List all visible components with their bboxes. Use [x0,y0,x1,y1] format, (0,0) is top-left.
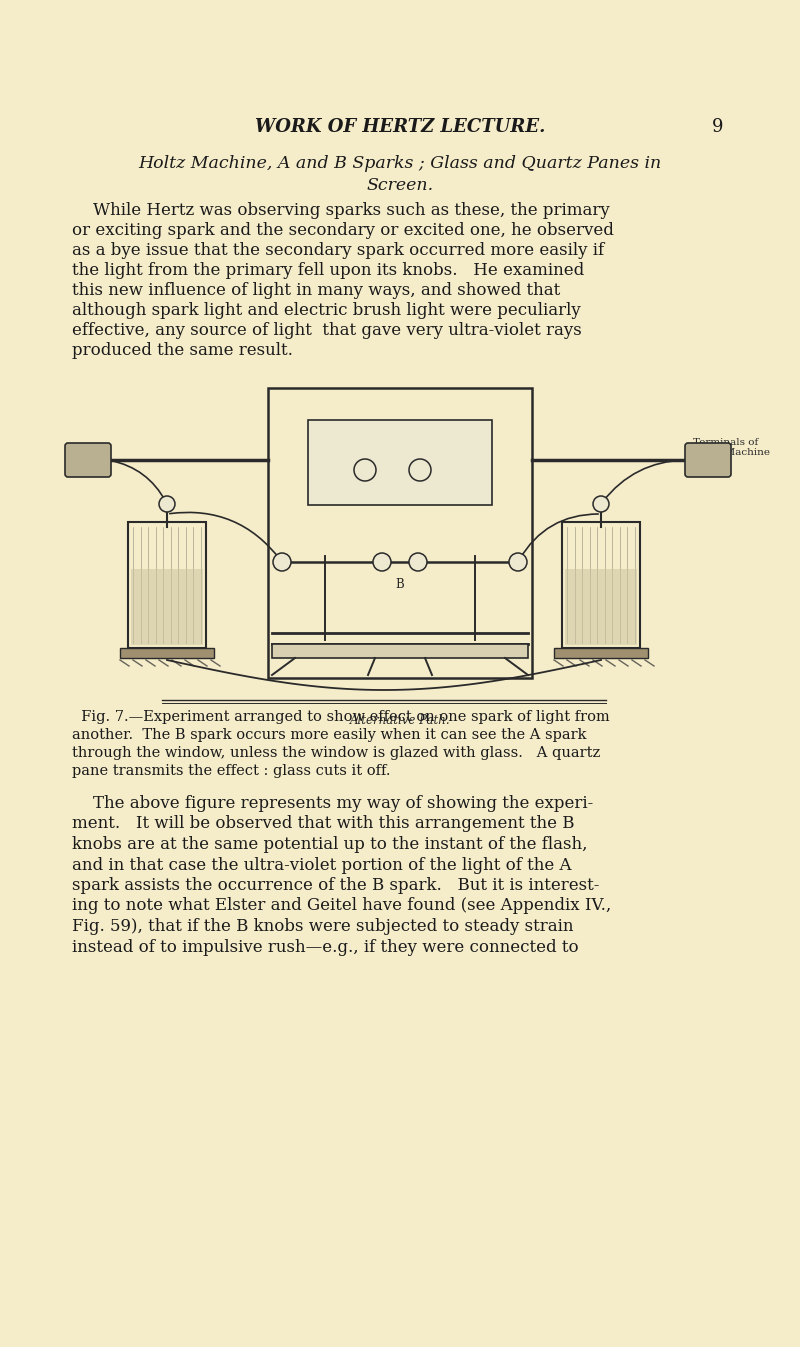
Bar [128,523,206,648]
Circle shape [409,459,431,481]
Text: spark assists the occurrence of the B spark.   But it is interest-: spark assists the occurrence of the B sp… [72,877,599,894]
Circle shape [373,554,391,571]
Circle shape [509,554,527,571]
Text: through the window, unless the window is glazed with glass.   A quartz: through the window, unless the window is… [72,746,600,760]
Text: Screen.: Screen. [366,176,434,194]
Text: as a bye issue that the secondary spark occurred more easily if: as a bye issue that the secondary spark … [72,242,604,259]
Text: although spark light and electric brush light were peculiarly: although spark light and electric brush … [72,302,581,319]
Circle shape [354,459,376,481]
Text: this new influence of light in many ways, and showed that: this new influence of light in many ways… [72,282,560,299]
Text: WORK OF HERTZ LECTURE.: WORK OF HERTZ LECTURE. [255,119,545,136]
Bar [562,523,640,648]
Bar [268,388,532,678]
Bar [120,648,214,657]
Text: pane transmits the effect : glass cuts it off.: pane transmits the effect : glass cuts i… [72,764,390,779]
Text: instead of to impulsive rush—e.g., if they were connected to: instead of to impulsive rush—e.g., if th… [72,939,578,955]
Circle shape [593,496,609,512]
Bar [308,420,492,505]
Bar [554,648,648,657]
Text: 9: 9 [712,119,724,136]
Text: Terminals of
Holtz Machine: Terminals of Holtz Machine [693,438,770,458]
Text: and in that case the ultra-violet portion of the light of the A: and in that case the ultra-violet portio… [72,857,571,873]
Circle shape [159,496,175,512]
Text: effective, any source of light  that gave very ultra-violet rays: effective, any source of light that gave… [72,322,582,339]
Bar [565,568,637,645]
Circle shape [273,554,291,571]
Text: A: A [378,455,386,465]
Text: ing to note what Elster and Geitel have found (see Appendix IV.,: ing to note what Elster and Geitel have … [72,897,611,915]
Bar [131,568,203,645]
Text: produced the same result.: produced the same result. [72,342,293,360]
Text: knobs are at the same potential up to the instant of the flash,: knobs are at the same potential up to th… [72,836,587,853]
Text: The above figure represents my way of showing the experi-: The above figure represents my way of sh… [72,795,594,812]
FancyBboxPatch shape [685,443,731,477]
Circle shape [409,554,427,571]
Text: ment.   It will be observed that with this arrangement the B: ment. It will be observed that with this… [72,815,574,832]
Text: Alternative Path.: Alternative Path. [350,714,450,727]
Text: B: B [396,578,404,591]
Text: the light from the primary fell upon its knobs.   He examined: the light from the primary fell upon its… [72,263,584,279]
Text: Fig. 59), that if the B knobs were subjected to steady strain: Fig. 59), that if the B knobs were subje… [72,919,574,935]
Text: Fig. 7.—Experiment arranged to show effect on one spark of light from: Fig. 7.—Experiment arranged to show effe… [72,710,610,723]
Text: While Hertz was observing sparks such as these, the primary: While Hertz was observing sparks such as… [72,202,610,220]
Text: or exciting spark and the secondary or excited one, he observed: or exciting spark and the secondary or e… [72,222,614,238]
FancyBboxPatch shape [65,443,111,477]
Text: Holtz Machine, A and B Sparks ; Glass and Quartz Panes in: Holtz Machine, A and B Sparks ; Glass an… [138,155,662,172]
Bar [272,644,528,657]
Text: another.  The B spark occurs more easily when it can see the A spark: another. The B spark occurs more easily … [72,727,586,742]
